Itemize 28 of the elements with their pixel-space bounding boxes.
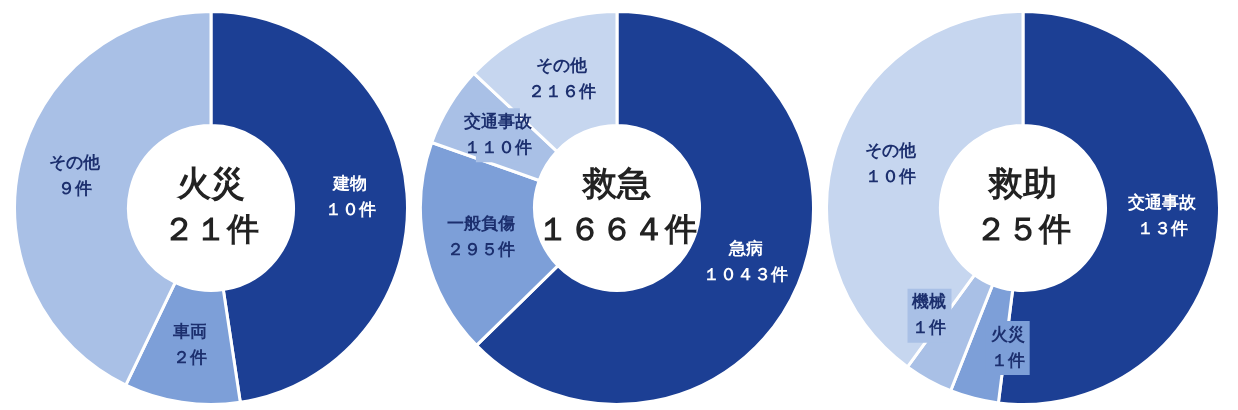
slice-label: 交通事故: [462, 110, 533, 131]
slice-label: 急病: [727, 237, 763, 258]
text: １６６４件: [537, 210, 697, 249]
slice-label: 機械: [911, 291, 947, 312]
slice-label: 建物: [331, 173, 368, 193]
data-label: ２１６件: [527, 81, 596, 102]
data-label: １０件: [864, 166, 916, 187]
text: ２１件: [163, 210, 259, 249]
slice-label: 火災: [990, 323, 1025, 344]
data-label: １０４３件: [703, 263, 789, 284]
text: 救助: [987, 162, 1057, 203]
slice-label: その他: [864, 140, 917, 161]
slice-label: その他: [536, 55, 589, 76]
text: 救急: [581, 162, 651, 203]
data-label: １件: [990, 349, 1025, 370]
slice-label: 交通事故: [1127, 192, 1198, 213]
data-label: １１０件: [463, 136, 532, 157]
data-label: １０件: [324, 199, 376, 219]
data-label: ２９５件: [446, 239, 515, 260]
data-label: １件: [912, 317, 947, 338]
slice-label: その他: [49, 152, 102, 173]
data-label: ９件: [57, 178, 92, 199]
text: 火災: [176, 162, 245, 203]
text: ２５件: [975, 210, 1071, 249]
data-label: １３件: [1136, 218, 1188, 239]
slice-label: 車両: [172, 321, 208, 342]
slice-label: 一般負傷: [446, 213, 515, 234]
data-label: ２件: [173, 347, 208, 368]
